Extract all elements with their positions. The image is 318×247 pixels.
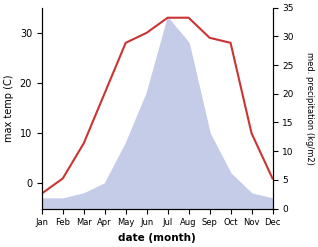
Y-axis label: max temp (C): max temp (C) xyxy=(4,74,14,142)
Y-axis label: med. precipitation (kg/m2): med. precipitation (kg/m2) xyxy=(305,52,314,165)
X-axis label: date (month): date (month) xyxy=(118,233,196,243)
